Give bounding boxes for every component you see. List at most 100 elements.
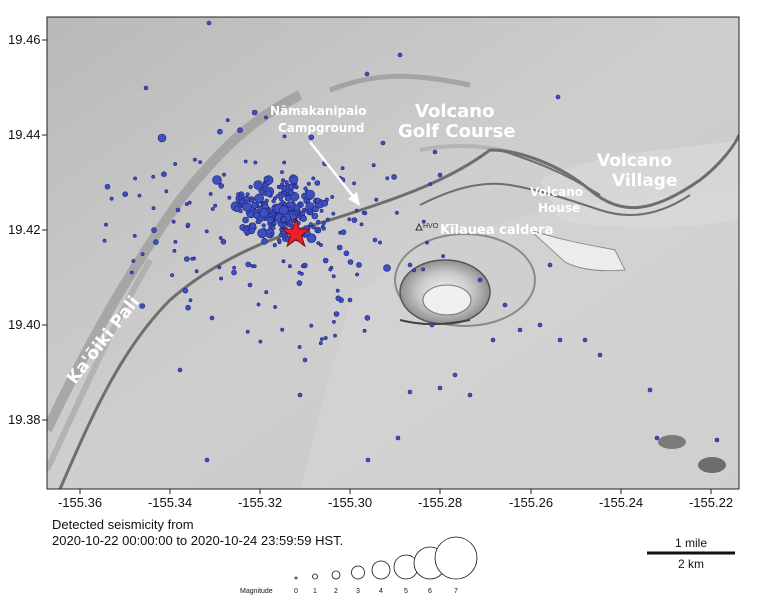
earthquake-marker (582, 337, 588, 343)
earthquake-marker (278, 196, 283, 202)
magnitude-legend-value: 6 (428, 588, 432, 595)
map-frame (46, 16, 740, 490)
scale-km-label: 2 km (678, 557, 704, 571)
label-golf-2: Golf Course (398, 121, 516, 142)
earthquake-marker (291, 210, 297, 215)
earthquake-marker (297, 270, 302, 275)
y-tick-label: 19.42 (8, 222, 41, 237)
earthquake-marker (278, 232, 283, 237)
earthquake-marker (133, 176, 138, 181)
earthquake-marker (104, 183, 111, 190)
earthquake-marker (151, 174, 156, 179)
earthquake-marker (394, 210, 399, 215)
earthquake-marker (212, 175, 222, 185)
earthquake-marker (297, 345, 302, 349)
earthquake-marker (308, 134, 315, 141)
earthquake-marker (198, 160, 203, 165)
earthquake-marker (248, 184, 253, 190)
earthquake-marker (140, 252, 145, 257)
x-tick-label: -155.32 (238, 495, 282, 510)
earthquake-marker (233, 205, 241, 213)
earthquake-marker (319, 337, 324, 342)
hvo-marker: HVO (415, 222, 439, 231)
earthquake-marker (314, 180, 321, 186)
earthquake-marker (161, 171, 167, 177)
earthquake-marker (273, 305, 278, 309)
earthquake-marker (280, 327, 285, 332)
earthquake-marker (251, 109, 258, 116)
earthquake-marker (362, 210, 368, 216)
earthquake-marker (371, 163, 376, 168)
earthquake-marker (219, 276, 224, 281)
earthquake-marker (182, 287, 189, 294)
earthquake-marker (477, 277, 483, 283)
earthquake-marker (362, 328, 367, 333)
earthquake-marker (104, 222, 108, 227)
earthquake-marker (268, 212, 273, 218)
earthquake-marker (347, 297, 353, 303)
magnitude-legend-circle (312, 573, 318, 580)
earthquake-marker (304, 209, 310, 214)
y-tick-label: 19.40 (8, 317, 41, 332)
earthquake-marker (238, 209, 243, 214)
earthquake-marker (243, 200, 248, 205)
earthquake-marker (217, 128, 223, 135)
earthquake-marker (264, 290, 269, 295)
earthquake-marker (321, 221, 326, 226)
earthquake-marker (331, 211, 336, 216)
earthquake-marker (383, 264, 391, 272)
earthquake-marker (308, 222, 314, 227)
earthquake-marker (352, 181, 357, 186)
earthquake-marker (380, 140, 386, 146)
earthquake-marker (279, 184, 284, 189)
earthquake-marker (714, 437, 720, 443)
label-campground: Campground (278, 121, 364, 135)
earthquake-marker (265, 190, 272, 197)
earthquake-marker (306, 181, 311, 186)
earthquake-marker (336, 244, 343, 251)
earthquake-marker (311, 225, 316, 230)
magnitude-legend-value: 0 (294, 588, 298, 595)
earthquake-marker (347, 217, 352, 222)
earthquake-marker (308, 211, 313, 216)
earthquake-marker (185, 222, 191, 228)
earthquake-marker (281, 259, 286, 264)
magnitude-legend-value: 2 (334, 588, 338, 595)
earthquake-marker (597, 352, 603, 358)
earthquake-marker (254, 193, 265, 204)
earthquake-marker (311, 212, 319, 220)
earthquake-marker (225, 118, 230, 123)
earthquake-marker (243, 159, 248, 164)
magnitude-legend-value: 1 (313, 588, 317, 595)
earthquake-marker (421, 267, 426, 272)
earthquake-marker (245, 192, 250, 197)
earthquake-marker (437, 172, 443, 178)
caption-line-2: 2020-10-22 00:00:00 to 2020-10-24 23:59:… (52, 533, 344, 548)
earthquake-marker (232, 265, 237, 270)
earthquake-marker (317, 228, 322, 233)
earthquake-marker (253, 180, 264, 190)
earthquake-marker (190, 256, 195, 261)
magnitude-legend-value: 7 (454, 588, 458, 595)
earthquake-marker (355, 272, 360, 277)
x-axis: -155.36 -155.34 -155.32 -155.30 -155.28 -155.… (58, 489, 733, 510)
earthquake-marker (316, 241, 321, 246)
earthquake-marker (278, 191, 283, 196)
earthquake-marker (231, 269, 237, 276)
earthquake-marker (452, 372, 458, 378)
earthquake-marker (288, 189, 294, 196)
magnitude-legend-circle (371, 560, 391, 580)
earthquake-marker (372, 237, 378, 243)
earthquake-marker (407, 389, 413, 395)
earthquake-marker (278, 205, 289, 216)
earthquake-marker (502, 302, 508, 308)
earthquake-marker (333, 311, 340, 317)
earthquake-marker (237, 195, 242, 201)
earthquake-marker (437, 385, 443, 391)
earthquake-marker (340, 166, 345, 171)
earthquake-marker (267, 208, 272, 214)
earthquake-marker (245, 226, 250, 231)
y-axis: 19.46 19.44 19.42 19.40 19.38 (8, 32, 47, 427)
earthquake-marker (192, 157, 197, 162)
earthquake-marker (467, 392, 473, 398)
